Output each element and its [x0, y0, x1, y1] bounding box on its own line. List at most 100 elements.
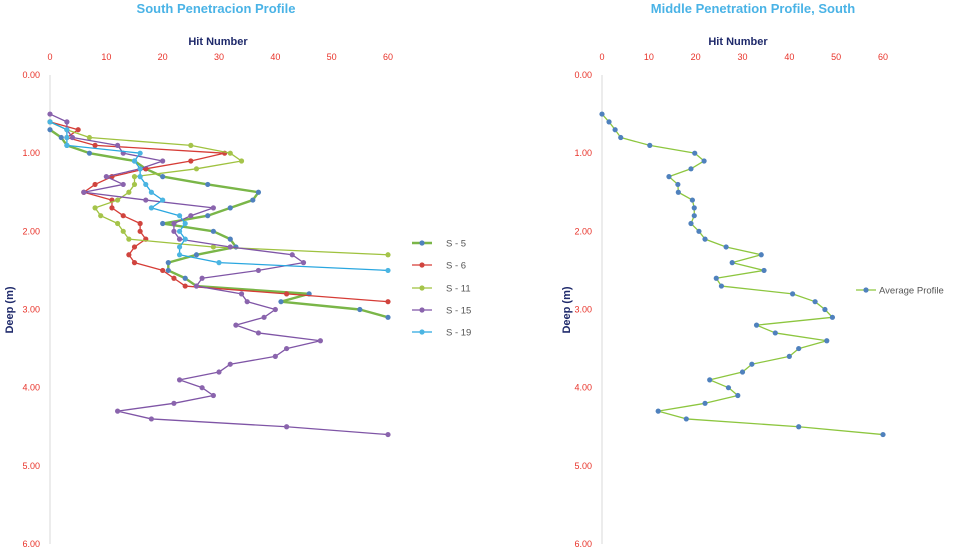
x-tick-label: 50: [327, 52, 337, 62]
x-axis-title-right: Hit Number: [708, 36, 768, 48]
chart-title-right: Middle Penetration Profile, South: [651, 1, 855, 16]
data-point-s-15: [171, 220, 177, 227]
data-point-s-15: [272, 353, 278, 359]
y-tick-label: 6.00: [22, 539, 40, 549]
data-point-s-15: [69, 134, 76, 141]
data-point-average-profile: [735, 392, 741, 399]
x-tick-label: 40: [270, 52, 280, 62]
data-point-s-19: [176, 252, 183, 258]
data-point-average-profile: [729, 260, 735, 266]
data-point-s-15: [300, 260, 307, 266]
data-point-average-profile: [829, 314, 836, 320]
y-tick-label: 1.00: [22, 148, 40, 158]
legend-label-average-profile: Average Profile: [879, 286, 944, 297]
data-point-s-19: [176, 244, 183, 250]
data-point-s-15: [385, 431, 391, 438]
data-point-average-profile: [702, 400, 708, 406]
data-point-s-11: [126, 236, 132, 242]
data-point-average-profile: [701, 158, 707, 164]
data-point-s-6: [182, 283, 188, 289]
data-point-s-19: [176, 228, 183, 234]
y-tick-label: 0.00: [22, 70, 40, 80]
data-point-s-15: [255, 330, 262, 336]
data-point-s-19: [137, 174, 143, 180]
y-tick-label: 2.00: [22, 226, 40, 236]
data-point-s-15: [171, 400, 177, 406]
y-tick-label: 3.00: [574, 305, 592, 315]
data-point-s-6: [131, 260, 138, 266]
x-tick-label: 30: [214, 52, 224, 62]
data-point-average-profile: [692, 150, 698, 156]
legend-marker-s-19: [419, 329, 425, 335]
data-point-s-15: [176, 236, 183, 242]
y-tick-label: 4.00: [574, 383, 592, 393]
series-line-s-19: [49, 121, 389, 272]
data-point-s-15: [120, 181, 126, 188]
data-point-s-5: [193, 252, 200, 258]
data-point-s-19: [182, 236, 188, 242]
data-point-s-15: [317, 338, 323, 344]
data-point-s-15: [115, 408, 121, 414]
data-point-s-15: [210, 205, 216, 211]
y-axis-title-right: Deep (m): [561, 286, 573, 333]
data-point-s-11: [115, 220, 121, 227]
data-point-s-19: [47, 119, 53, 125]
legend-label-s-11: S - 11: [446, 284, 471, 295]
data-point-average-profile: [822, 306, 828, 313]
data-point-s-5: [357, 306, 363, 313]
data-point-s-15: [115, 142, 121, 148]
data-point-s-11: [98, 213, 104, 219]
data-point-s-15: [227, 244, 233, 250]
legend-marker-s-6: [419, 262, 425, 268]
data-point-s-15: [199, 275, 205, 281]
data-point-average-profile: [880, 431, 886, 438]
data-point-average-profile: [675, 189, 681, 195]
data-point-average-profile: [739, 369, 746, 375]
data-point-average-profile: [723, 244, 729, 250]
data-point-s-15: [284, 424, 290, 430]
data-point-average-profile: [688, 220, 694, 227]
data-point-s-6: [92, 142, 98, 148]
data-point-s-19: [143, 181, 149, 188]
data-point-s-19: [160, 197, 166, 203]
x-tick-label: 20: [691, 52, 701, 62]
data-point-s-15: [289, 252, 295, 258]
data-point-s-19: [137, 166, 143, 172]
data-point-s-15: [199, 385, 205, 391]
data-point-s-6: [171, 275, 177, 281]
data-point-s-5: [58, 134, 64, 141]
x-tick-label: 50: [831, 52, 841, 62]
data-point-average-profile: [786, 353, 792, 359]
data-point-average-profile: [753, 322, 760, 328]
data-point-s-5: [47, 127, 53, 133]
data-point-s-15: [244, 299, 250, 305]
legend-label-s-6: S - 6: [446, 261, 466, 272]
data-point-s-11: [193, 166, 200, 172]
data-point-s-5: [255, 189, 262, 195]
data-point-s-15: [216, 369, 222, 375]
data-point-s-15: [47, 111, 53, 117]
data-point-s-6: [109, 205, 115, 211]
data-point-s-6: [131, 244, 138, 250]
data-point-s-15: [272, 306, 278, 313]
x-tick-label: 10: [101, 52, 111, 62]
legend-label-s-19: S - 19: [446, 328, 471, 339]
data-point-average-profile: [666, 174, 672, 180]
y-tick-label: 2.00: [574, 226, 592, 236]
data-point-s-5: [385, 314, 391, 320]
data-point-average-profile: [696, 228, 702, 234]
data-point-s-5: [227, 236, 233, 242]
data-point-s-15: [255, 267, 262, 274]
data-point-average-profile: [824, 338, 830, 344]
data-point-s-5: [165, 267, 171, 274]
data-point-s-5: [205, 213, 211, 219]
data-point-s-5: [278, 299, 284, 305]
data-point-s-11: [86, 134, 93, 141]
x-tick-label: 0: [47, 52, 52, 62]
data-point-s-19: [131, 158, 138, 164]
data-point-s-19: [182, 220, 188, 227]
data-point-s-6: [75, 127, 81, 133]
data-point-average-profile: [812, 299, 818, 305]
data-point-s-11: [385, 252, 391, 258]
data-point-average-profile: [612, 127, 618, 133]
